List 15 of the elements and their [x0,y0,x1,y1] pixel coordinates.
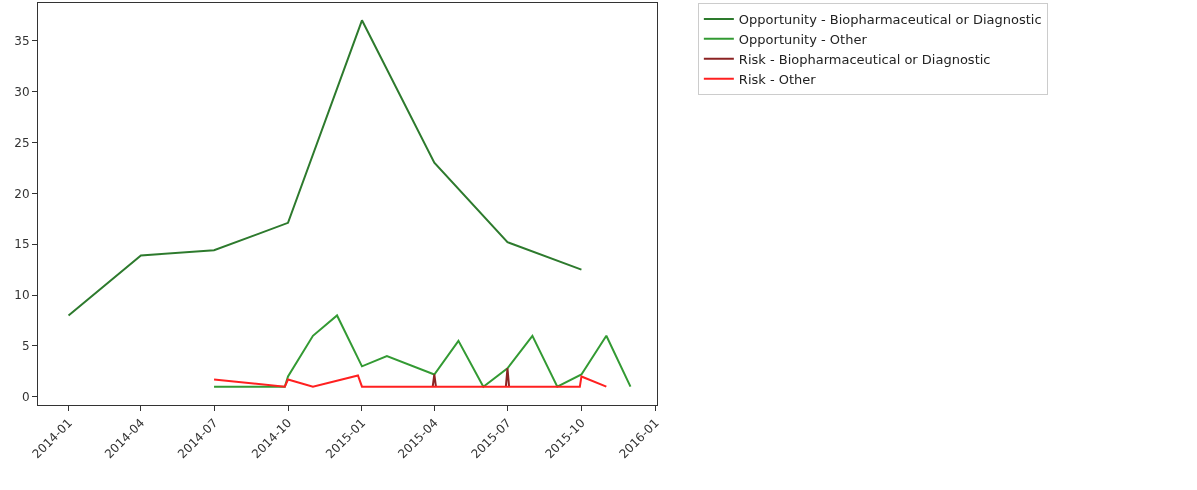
y-tick-label: 15 [14,237,30,252]
y-tick-label: 35 [14,33,30,48]
y-tick-label: 5 [21,339,30,354]
legend-label: Risk - Other [738,71,817,87]
y-tick-label: 30 [14,84,30,99]
y-tick-label: 0 [21,390,30,405]
legend-label: Opportunity - Other [738,31,868,47]
y-tick-label: 20 [14,186,30,201]
y-tick-label: 10 [14,288,30,303]
y-tick-label: 25 [14,135,30,150]
line-series [213,314,632,388]
line-series [213,374,608,388]
line-series [67,19,583,317]
legend-label: Opportunity - Biopharmaceutical or Diagnostic [738,12,1042,28]
legend-label: Risk - Biopharmaceutical or Diagnostic [738,51,991,67]
